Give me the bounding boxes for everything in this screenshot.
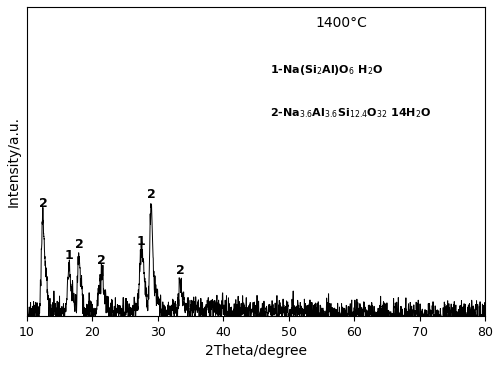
Text: 1-Na(Si$_2$Al)O$_6$ H$_2$O: 1-Na(Si$_2$Al)O$_6$ H$_2$O [270,62,382,77]
Text: 2: 2 [74,238,84,251]
Text: 2: 2 [38,197,48,210]
Text: 1: 1 [137,235,145,249]
Text: 2: 2 [176,264,185,277]
Text: 2-Na$_{3.6}$Al$_{3.6}$Si$_{12.4}$O$_{32}$ 14H$_2$O: 2-Na$_{3.6}$Al$_{3.6}$Si$_{12.4}$O$_{32}… [270,106,431,120]
Text: 1400°C: 1400°C [316,16,368,30]
X-axis label: 2Theta/degree: 2Theta/degree [205,344,307,358]
Text: 2: 2 [146,188,156,201]
Y-axis label: Intensity/a.u.: Intensity/a.u. [7,116,21,207]
Text: 2: 2 [98,254,106,267]
Text: 1: 1 [64,249,74,262]
